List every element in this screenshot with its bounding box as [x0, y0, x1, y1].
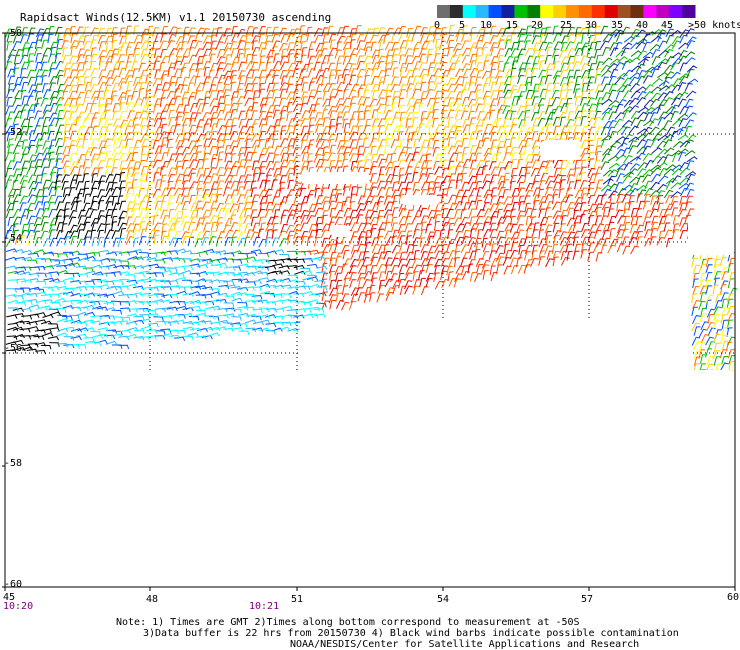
- wind-barb-group: [5, 257, 326, 349]
- legend-swatch: [501, 5, 515, 18]
- wind-barb-group: [14, 25, 601, 245]
- map-frame: [4, 32, 736, 588]
- footnote-line-2: 3)Data buffer is 22 hrs from 20150730 4)…: [143, 628, 679, 639]
- legend-tick-5: 5: [459, 20, 466, 31]
- footnote-line-3: NOAA/NESDIS/Center for Satellite Applica…: [290, 639, 640, 650]
- legend-swatch: [488, 5, 502, 18]
- legend-tick-35: 35: [611, 20, 624, 31]
- no-data-area: [540, 140, 580, 160]
- legend-swatch: [669, 5, 683, 18]
- wind-barb-group: [250, 151, 693, 309]
- legend-tick-30: 30: [585, 20, 598, 31]
- time-label: 10:20: [3, 601, 34, 612]
- legend-tick-50: >50 knots: [688, 20, 740, 31]
- legend-tick-15: 15: [506, 20, 519, 31]
- wind-barb-group: [5, 28, 735, 372]
- wind-barb-group: [61, 24, 736, 373]
- no-data-area: [330, 225, 350, 237]
- footnote-line-1: Note: 1) Times are GMT 2)Times along bot…: [116, 617, 580, 628]
- legend-swatch: [514, 5, 528, 18]
- wind-barb-group: [5, 172, 306, 355]
- legend-tick-25: 25: [560, 20, 573, 31]
- wind-barb-group: [600, 28, 698, 199]
- lat-label: -52: [4, 127, 23, 138]
- lon-label: 54: [437, 594, 450, 605]
- no-data-area: [5, 370, 735, 587]
- lat-label: -54: [4, 233, 23, 244]
- legend-tick-45: 45: [661, 20, 674, 31]
- legend-swatch: [630, 5, 644, 18]
- legend-swatch: [449, 5, 464, 18]
- wind-barb-group: [5, 236, 328, 348]
- legend-swatch: [527, 5, 541, 18]
- lon-label: 60: [727, 592, 740, 603]
- lon-label: 51: [291, 594, 304, 605]
- legend-tick-0: 0: [434, 20, 441, 31]
- legend-tick-20: 20: [531, 20, 544, 31]
- legend-swatch: [437, 5, 451, 18]
- legend-swatch: [591, 5, 606, 18]
- color-legend: [437, 5, 696, 18]
- lat-label: -58: [4, 458, 23, 469]
- wind-barb-group: [152, 25, 695, 311]
- legend-swatch: [553, 5, 567, 18]
- lon-label: 45: [3, 592, 16, 603]
- plot-border: [4, 32, 736, 588]
- legend-swatch: [643, 5, 657, 18]
- legend-swatch: [462, 5, 477, 18]
- legend-swatch: [578, 5, 593, 18]
- legend-tick-10: 10: [480, 20, 493, 31]
- legend-swatch: [475, 5, 490, 18]
- lat-label: -50: [4, 28, 23, 39]
- lon-label: 48: [146, 594, 159, 605]
- wind-barb-group: [5, 25, 738, 381]
- legend-swatch: [540, 5, 554, 18]
- legend-swatch: [682, 5, 696, 18]
- no-data-area: [300, 172, 370, 184]
- lon-label: 57: [581, 594, 594, 605]
- lat-label: -60: [4, 579, 23, 590]
- legend-tick-40: 40: [636, 20, 649, 31]
- map-title: Rapidsact Winds(12.5KM) v1.1 20150730 as…: [20, 11, 332, 24]
- legend-swatch: [656, 5, 670, 18]
- lat-label: -56: [4, 343, 23, 354]
- no-data-area: [688, 215, 735, 255]
- legend-swatch: [604, 5, 619, 18]
- legend-swatch: [617, 5, 631, 18]
- no-data-gaps: [5, 140, 735, 590]
- legend-swatch: [566, 5, 580, 18]
- time-label: 10:21: [249, 601, 280, 612]
- wind-barb-group: [20, 102, 734, 380]
- wind-barbs: [5, 24, 738, 381]
- no-data-area: [400, 195, 440, 205]
